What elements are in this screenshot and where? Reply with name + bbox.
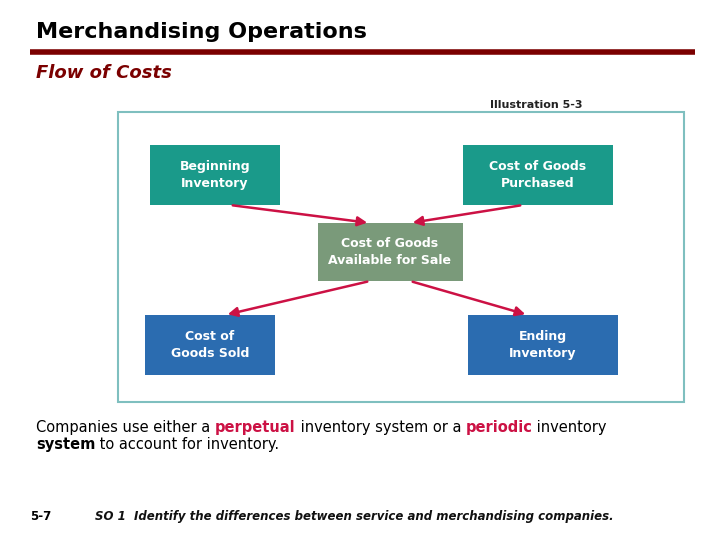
Text: Merchandising Operations: Merchandising Operations bbox=[36, 22, 367, 42]
FancyBboxPatch shape bbox=[468, 315, 618, 375]
Text: Flow of Costs: Flow of Costs bbox=[36, 64, 172, 82]
Text: 5-7: 5-7 bbox=[30, 510, 51, 523]
Text: Cost of Goods
Available for Sale: Cost of Goods Available for Sale bbox=[328, 237, 451, 267]
Text: Cost of Goods
Purchased: Cost of Goods Purchased bbox=[490, 160, 587, 190]
Text: periodic: periodic bbox=[466, 420, 533, 435]
Text: inventory system or a: inventory system or a bbox=[295, 420, 466, 435]
Text: Illustration 5-3: Illustration 5-3 bbox=[490, 100, 582, 110]
Text: Beginning
Inventory: Beginning Inventory bbox=[180, 160, 251, 190]
FancyBboxPatch shape bbox=[150, 145, 280, 205]
Text: inventory: inventory bbox=[533, 420, 607, 435]
FancyBboxPatch shape bbox=[118, 112, 684, 402]
Text: SO 1  Identify the differences between service and merchandising companies.: SO 1 Identify the differences between se… bbox=[95, 510, 613, 523]
Text: Cost of
Goods Sold: Cost of Goods Sold bbox=[171, 330, 249, 360]
FancyBboxPatch shape bbox=[145, 315, 275, 375]
Text: perpetual: perpetual bbox=[215, 420, 295, 435]
Text: Ending
Inventory: Ending Inventory bbox=[509, 330, 577, 360]
Text: Companies use either a: Companies use either a bbox=[36, 420, 215, 435]
Text: system: system bbox=[36, 437, 95, 452]
FancyBboxPatch shape bbox=[463, 145, 613, 205]
FancyBboxPatch shape bbox=[318, 223, 462, 281]
Text: to account for inventory.: to account for inventory. bbox=[95, 437, 279, 452]
